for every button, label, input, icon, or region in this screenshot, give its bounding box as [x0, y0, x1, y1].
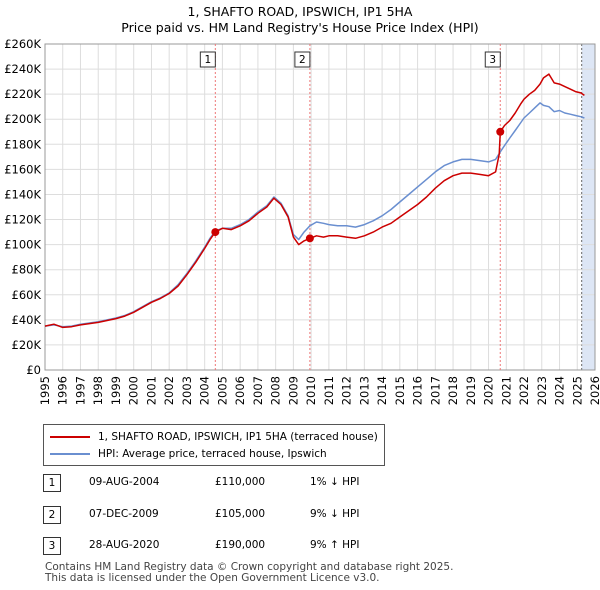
transaction-point: [496, 127, 505, 136]
x-tick-label: 1999: [109, 376, 123, 405]
legend-item-hpi: HPI: Average price, terraced house, Ipsw…: [50, 447, 327, 461]
y-tick-label: £120K: [4, 213, 41, 227]
y-tick-label: £200K: [4, 112, 41, 126]
x-tick-label: 2008: [269, 376, 283, 405]
x-tick-label: 1996: [56, 376, 70, 405]
x-tick-label: 2025: [570, 376, 584, 405]
x-tick-label: 2019: [464, 376, 478, 405]
x-tick-label: 2026: [588, 376, 600, 405]
y-tick-label: £100K: [4, 238, 41, 252]
x-tick-label: 2018: [446, 376, 460, 405]
transaction-price: £105,000: [215, 508, 266, 520]
transaction-label: 2: [299, 54, 306, 66]
chart-legend: 1, SHAFTO ROAD, IPSWICH, IP1 5HA (terrac…: [43, 424, 385, 466]
y-tick-label: £140K: [4, 187, 41, 201]
y-tick-label: £60K: [12, 288, 42, 302]
transaction-hpi-diff: 9% ↑ HPI: [310, 539, 360, 551]
transaction-hpi-diff: 1% ↓ HPI: [310, 476, 360, 488]
x-tick-label: 2006: [233, 376, 247, 405]
x-tick-label: 2014: [375, 376, 389, 405]
x-tick-label: 2023: [535, 376, 549, 405]
y-tick-label: £160K: [4, 162, 41, 176]
y-tick-label: £180K: [4, 137, 41, 151]
x-tick-label: 2000: [127, 376, 141, 405]
transaction-date: 28-AUG-2020: [89, 539, 160, 551]
footer-copyright: Contains HM Land Registry data © Crown c…: [45, 561, 454, 573]
legend-label-price: 1, SHAFTO ROAD, IPSWICH, IP1 5HA (terrac…: [98, 431, 378, 443]
transaction-date: 07-DEC-2009: [89, 508, 159, 520]
transaction-label: 3: [489, 54, 496, 66]
x-tick-label: 2015: [393, 376, 407, 405]
x-tick-label: 2020: [482, 376, 496, 405]
transaction-price: £110,000: [215, 476, 266, 488]
x-tick-label: 2002: [162, 376, 176, 405]
y-tick-label: £40K: [12, 313, 42, 327]
y-tick-label: £20K: [12, 338, 42, 352]
y-tick-label: £80K: [12, 263, 42, 277]
transaction-row: 1 09-AUG-2004 £110,000 1% ↓ HPI: [43, 474, 543, 492]
x-tick-label: 2017: [428, 376, 442, 405]
x-tick-label: 2004: [198, 376, 212, 405]
y-tick-label: £0: [26, 363, 41, 377]
y-tick-label: £260K: [4, 37, 41, 51]
transaction-row: 2 07-DEC-2009 £105,000 9% ↓ HPI: [43, 506, 543, 524]
legend-swatch-hpi: [50, 453, 90, 455]
transaction-label-box: [199, 51, 216, 68]
x-tick-label: 2010: [304, 376, 318, 405]
legend-item-price: 1, SHAFTO ROAD, IPSWICH, IP1 5HA (terrac…: [50, 430, 378, 444]
x-tick-label: 2013: [357, 376, 371, 405]
x-tick-label: 2011: [322, 376, 336, 405]
x-tick-label: 2003: [180, 376, 194, 405]
x-tick-label: 2007: [251, 376, 265, 405]
transaction-point: [305, 234, 314, 243]
x-tick-label: 1995: [38, 376, 52, 405]
price-chart: £0 £20K £40K £60K £80K £100K £120K £140K £160K £1…: [4, 37, 600, 405]
transaction-hpi-diff: 9% ↓ HPI: [310, 508, 360, 520]
transaction-number-badge: 2: [43, 506, 61, 524]
transaction-label-box: [294, 51, 311, 68]
chart-subtitle: Price paid vs. HM Land Registry's House …: [121, 20, 479, 35]
transaction-date: 09-AUG-2004: [89, 476, 160, 488]
footer-licence: This data is licensed under the Open Gov…: [45, 572, 380, 584]
plot-area: [45, 44, 595, 370]
transaction-price: £190,000: [215, 539, 266, 551]
forecast-shading: [581, 44, 595, 370]
x-tick-label: 1998: [91, 376, 105, 405]
chart-title-address: 1, SHAFTO ROAD, IPSWICH, IP1 5HA: [187, 4, 413, 19]
y-tick-label: £240K: [4, 62, 41, 76]
transaction-label: 1: [204, 54, 211, 66]
x-tick-label: 2024: [553, 376, 567, 405]
transaction-number-badge: 3: [43, 537, 61, 555]
x-tick-label: 2005: [215, 376, 229, 405]
transaction-row: 3 28-AUG-2020 £190,000 9% ↑ HPI: [43, 537, 543, 555]
legend-swatch-price: [50, 436, 90, 438]
transaction-label-box: [484, 51, 501, 68]
x-tick-label: 2001: [144, 376, 158, 405]
x-tick-label: 1997: [73, 376, 87, 405]
plot-frame: [44, 43, 596, 371]
price-paid-line: [44, 73, 585, 329]
x-tick-label: 2021: [499, 376, 513, 405]
transaction-number-badge: 1: [43, 474, 61, 492]
x-tick-label: 2022: [517, 376, 531, 405]
x-tick-label: 2016: [411, 376, 425, 405]
x-tick-label: 2009: [286, 376, 300, 405]
x-tick-label: 2012: [340, 376, 354, 405]
legend-label-hpi: HPI: Average price, terraced house, Ipsw…: [98, 448, 327, 460]
transaction-point: [211, 228, 220, 237]
y-tick-label: £220K: [4, 87, 41, 101]
